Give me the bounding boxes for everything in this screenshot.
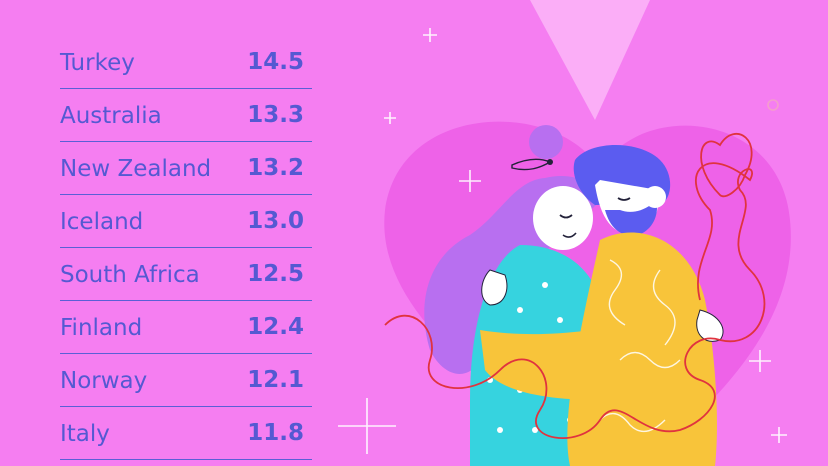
table-row: Iceland 13.0 bbox=[60, 195, 312, 248]
woman-smile bbox=[562, 232, 577, 238]
table-row: New Zealand 13.2 bbox=[60, 142, 312, 195]
country-label: Italy bbox=[60, 421, 110, 447]
country-label: South Africa bbox=[60, 262, 200, 288]
value-label: 13.2 bbox=[247, 155, 304, 181]
country-label: Turkey bbox=[60, 50, 135, 76]
spotlight-beam bbox=[530, 0, 650, 120]
heart-string bbox=[700, 133, 753, 198]
value-label: 11.8 bbox=[247, 420, 304, 446]
table-row: South Africa 12.5 bbox=[60, 248, 312, 301]
value-label: 13.0 bbox=[247, 208, 304, 234]
man-arm bbox=[480, 319, 713, 400]
hair-bun bbox=[529, 125, 563, 159]
value-label: 13.3 bbox=[247, 102, 304, 128]
country-label: Finland bbox=[60, 315, 143, 341]
sparkle-icons bbox=[338, 28, 787, 454]
value-label: 12.4 bbox=[247, 314, 304, 340]
hugging-couple-illustration bbox=[338, 0, 791, 466]
table-row: Finland 12.4 bbox=[60, 301, 312, 354]
table-row: Norway 12.1 bbox=[60, 354, 312, 407]
woman-eye bbox=[559, 214, 573, 219]
man-ear bbox=[644, 186, 666, 208]
red-string bbox=[384, 162, 766, 440]
country-label: New Zealand bbox=[60, 156, 212, 182]
hair-pin-dot bbox=[547, 159, 553, 165]
value-label: 12.5 bbox=[247, 261, 304, 287]
table-row: Australia 13.3 bbox=[60, 89, 312, 142]
woman-hand bbox=[481, 269, 508, 306]
country-label: Norway bbox=[60, 368, 148, 394]
value-label: 12.1 bbox=[247, 367, 304, 393]
country-label: Iceland bbox=[60, 209, 144, 235]
man-eye bbox=[617, 197, 631, 201]
table-row: Italy 11.8 bbox=[60, 407, 312, 460]
table-row: Turkey 14.5 bbox=[60, 36, 312, 89]
country-label: Australia bbox=[60, 103, 162, 129]
woman-face bbox=[533, 186, 593, 250]
ranking-table: Turkey 14.5 Australia 13.3 New Zealand 13.2 Ic… bbox=[60, 36, 312, 460]
man-beard bbox=[605, 200, 658, 236]
value-label: 14.5 bbox=[247, 49, 304, 75]
